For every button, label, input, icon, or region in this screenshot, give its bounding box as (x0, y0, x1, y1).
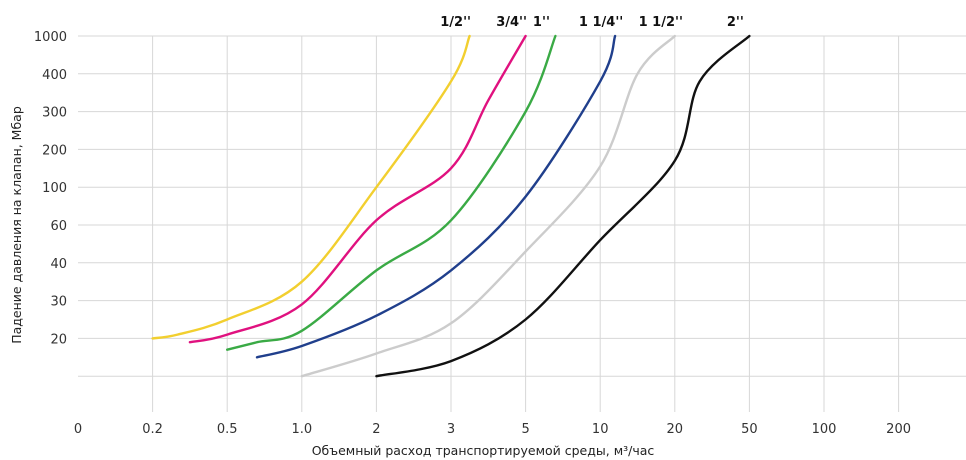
series-label: 1 1/4'' (579, 15, 623, 30)
x-tick-label: 1.0 (291, 422, 312, 437)
series-line (188, 34, 527, 344)
series-line (151, 34, 471, 340)
series-line (226, 34, 557, 351)
x-tick-label: 50 (741, 422, 758, 437)
x-tick-label: 100 (812, 422, 837, 437)
y-tick-label: 400 (42, 68, 67, 83)
x-axis-label: Объемный расход транспортируемой среды, … (312, 443, 655, 458)
x-tick-label: 0 (74, 422, 82, 437)
series-line (300, 34, 676, 378)
y-tick-label: 30 (50, 295, 67, 310)
series-line (375, 34, 751, 378)
x-tick-label: 20 (667, 422, 684, 437)
x-tick-label: 5 (521, 422, 529, 437)
y-tick-label: 200 (42, 143, 67, 158)
series-label: 2'' (727, 15, 744, 30)
x-tick-label: 3 (447, 422, 455, 437)
x-tick-label: 0.2 (142, 422, 163, 437)
x-tick-label: 2 (372, 422, 380, 437)
y-tick-label: 60 (50, 219, 67, 234)
series-label: 1 1/2'' (639, 15, 683, 30)
series-label: 3/4'' (496, 15, 527, 30)
series-layer (151, 34, 751, 378)
y-axis-ticks: 1000 400 300 200 100 60 40 30 20 (34, 30, 67, 347)
y-axis-label: Падение давления на клапан, Мбар (9, 106, 24, 344)
y-tick-label: 1000 (34, 30, 67, 45)
y-tick-label: 20 (50, 332, 67, 347)
y-tick-label: 100 (42, 181, 67, 196)
y-tick-label: 300 (42, 106, 67, 121)
x-tick-label: 10 (592, 422, 609, 437)
series-label: 1/2'' (440, 15, 471, 30)
y-tick-label: 40 (50, 257, 67, 272)
x-tick-label: 200 (886, 422, 911, 437)
series-label: 1'' (533, 15, 550, 30)
series-line (255, 34, 617, 359)
x-axis-ticks: 0 0.2 0.5 1.0 2 3 5 10 20 50 100 200 (74, 422, 911, 437)
grid (78, 35, 966, 412)
x-tick-label: 0.5 (217, 422, 238, 437)
size-labels: 1/2'' 3/4'' 1'' 1 1/4'' 1 1/2'' 2'' (440, 15, 744, 30)
